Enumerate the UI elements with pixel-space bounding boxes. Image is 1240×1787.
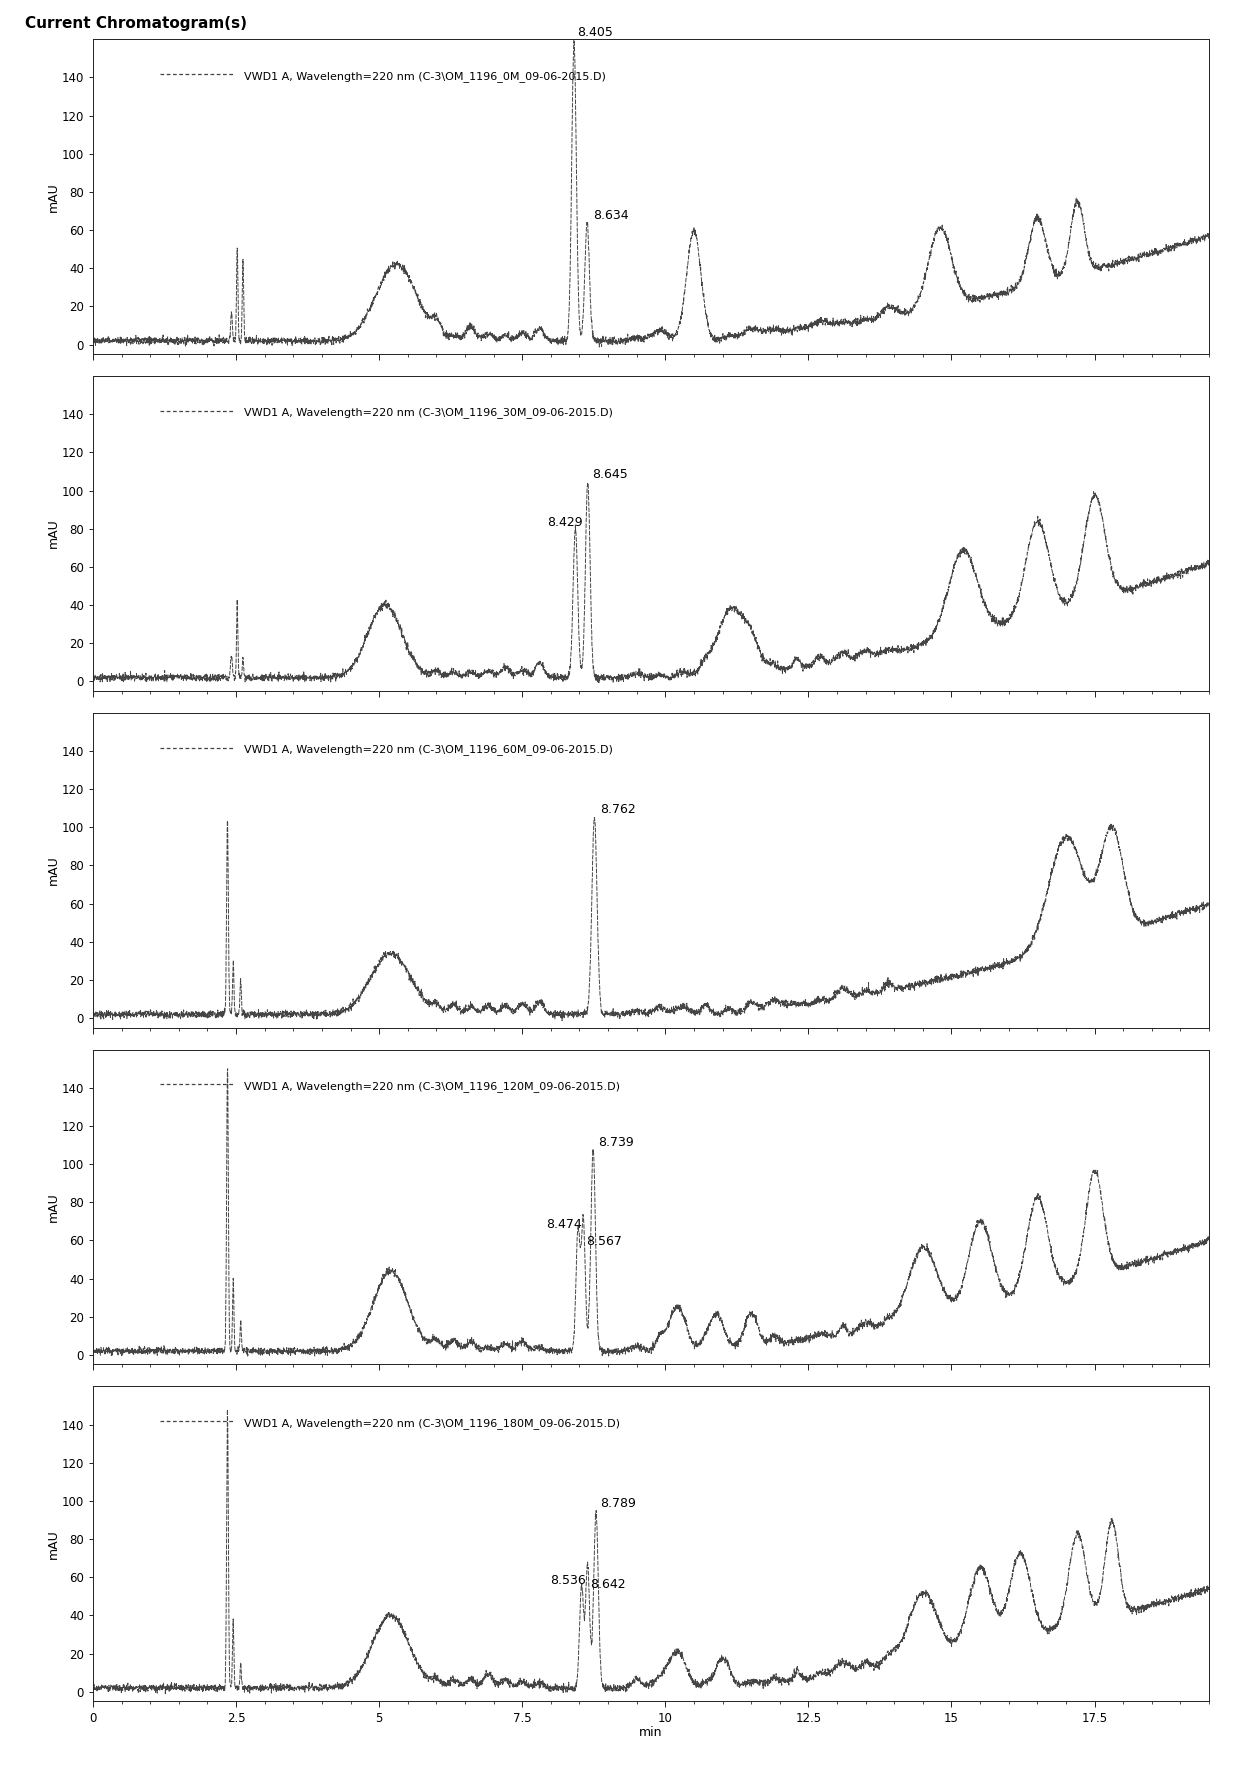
Text: 8.634: 8.634	[593, 209, 629, 222]
Text: 8.762: 8.762	[600, 802, 636, 817]
Text: VWD1 A, Wavelength=220 nm (C-3\OM_1196_0M_09-06-2015.D): VWD1 A, Wavelength=220 nm (C-3\OM_1196_0…	[243, 71, 605, 82]
Text: 8.739: 8.739	[598, 1137, 634, 1149]
X-axis label: min: min	[640, 1726, 662, 1739]
Y-axis label: mAU: mAU	[47, 1192, 61, 1222]
Y-axis label: mAU: mAU	[47, 856, 61, 885]
Text: 8.567: 8.567	[587, 1235, 622, 1247]
Text: VWD1 A, Wavelength=220 nm (C-3\OM_1196_60M_09-06-2015.D): VWD1 A, Wavelength=220 nm (C-3\OM_1196_6…	[243, 745, 613, 756]
Text: 8.405: 8.405	[577, 27, 613, 39]
Text: 8.429: 8.429	[547, 516, 583, 529]
Y-axis label: mAU: mAU	[47, 182, 61, 211]
Text: 8.789: 8.789	[600, 1498, 636, 1510]
Text: 8.474: 8.474	[547, 1219, 583, 1231]
Text: Current Chromatogram(s): Current Chromatogram(s)	[25, 16, 247, 30]
Y-axis label: mAU: mAU	[47, 1530, 61, 1558]
Text: 8.645: 8.645	[593, 468, 629, 481]
Y-axis label: mAU: mAU	[47, 518, 61, 549]
Text: 8.642: 8.642	[590, 1578, 626, 1590]
Text: VWD1 A, Wavelength=220 nm (C-3\OM_1196_30M_09-06-2015.D): VWD1 A, Wavelength=220 nm (C-3\OM_1196_3…	[243, 407, 613, 418]
Text: 8.536: 8.536	[551, 1574, 585, 1587]
Text: VWD1 A, Wavelength=220 nm (C-3\OM_1196_120M_09-06-2015.D): VWD1 A, Wavelength=220 nm (C-3\OM_1196_1…	[243, 1081, 620, 1092]
Text: VWD1 A, Wavelength=220 nm (C-3\OM_1196_180M_09-06-2015.D): VWD1 A, Wavelength=220 nm (C-3\OM_1196_1…	[243, 1417, 620, 1430]
